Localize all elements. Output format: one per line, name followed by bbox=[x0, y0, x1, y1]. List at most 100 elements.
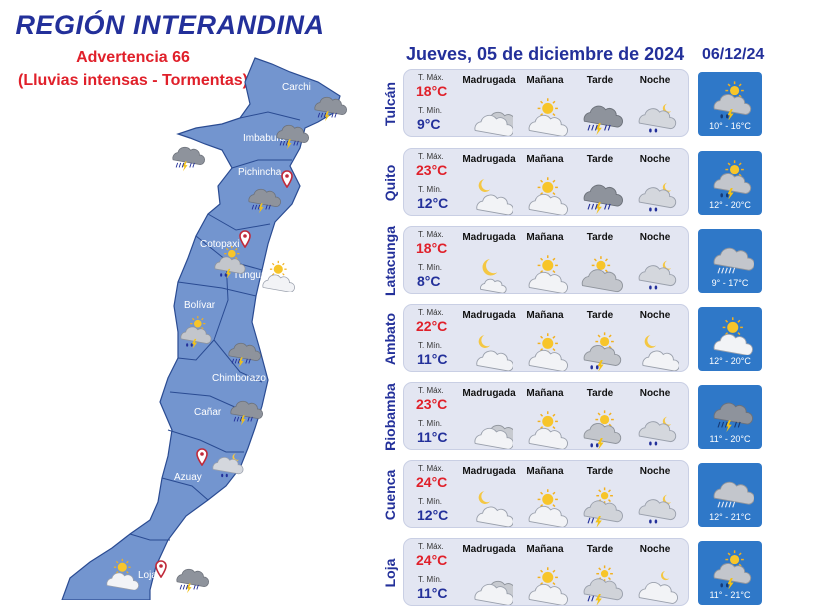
city-name: Loja bbox=[382, 558, 398, 588]
rain-cloud-icon bbox=[576, 559, 624, 610]
city-row-loja: Loja T. Máx. 24°C T. Mín. 11°C Madrugada Mañan… bbox=[376, 538, 825, 608]
tmin-label: T. Mín. bbox=[418, 497, 443, 506]
next-day-date: 06/12/24 bbox=[702, 46, 765, 63]
period-label: Noche bbox=[639, 466, 671, 477]
tmax-label: T. Máx. bbox=[418, 386, 444, 395]
tmin-value: 9°C bbox=[417, 116, 441, 132]
tmin-label: T. Mín. bbox=[418, 341, 443, 350]
rain-sun-icon bbox=[706, 74, 754, 125]
cloudy-night-icon bbox=[631, 559, 679, 610]
partly-cloudy-icon bbox=[521, 403, 569, 454]
storm-icon bbox=[576, 90, 624, 141]
city-row-riobamba: Riobamba T. Máx. 23°C T. Mín. 11°C Madrugada M… bbox=[376, 382, 825, 452]
period-label: Madrugada bbox=[462, 466, 516, 477]
next-day-range: 9° - 17°C bbox=[711, 278, 749, 288]
partly-cloudy-night-icon bbox=[465, 169, 514, 220]
province-bolivar: Bolívar bbox=[184, 300, 216, 311]
storm-icon bbox=[170, 556, 210, 599]
heavy-rain-icon bbox=[706, 231, 755, 282]
period-label: Mañana bbox=[526, 75, 564, 86]
city-row-quito: Quito T. Máx. 23°C T. Mín. 12°C Madrugada Maña… bbox=[376, 148, 825, 218]
city-row-cuenca: Cuenca T. Máx. 24°C T. Mín. 12°C Madrugada Mañ… bbox=[376, 460, 825, 530]
tmax-label: T. Máx. bbox=[418, 152, 444, 161]
tmin-value: 8°C bbox=[417, 273, 441, 289]
rain-sun-icon bbox=[576, 403, 624, 454]
period-label: Tarde bbox=[586, 310, 614, 321]
province-cotopaxi: Cotopaxi bbox=[200, 239, 240, 250]
city-label: Latacunga bbox=[376, 226, 404, 296]
storm-icon bbox=[166, 134, 206, 177]
partly-cloudy-icon bbox=[256, 254, 296, 297]
tmax-value: 24°C bbox=[416, 552, 448, 568]
advisory-detail: (Lluvias intensas - Tormentas) bbox=[18, 72, 248, 89]
location-pin-icon bbox=[196, 448, 208, 471]
period-label: Madrugada bbox=[462, 544, 516, 555]
tmax-value: 18°C bbox=[416, 83, 448, 99]
city-row-ambato: Ambato T. Máx. 22°C T. Mín. 11°C Madrugada Mañ… bbox=[376, 304, 825, 374]
advisory-number: Advertencia 66 bbox=[76, 49, 190, 66]
location-pin-icon bbox=[239, 230, 251, 253]
tmin-value: 11°C bbox=[417, 585, 448, 601]
next-day-range: 12° - 21°C bbox=[709, 512, 751, 522]
province-chimborazo: Chimborazo bbox=[212, 373, 266, 384]
tmax-value: 24°C bbox=[416, 474, 448, 490]
forecast-date: Jueves, 05 de diciembre de 2024 bbox=[406, 44, 685, 64]
period-label: Noche bbox=[639, 232, 671, 243]
tmin-label: T. Mín. bbox=[418, 106, 443, 115]
partly-cloudy-icon bbox=[521, 559, 569, 610]
period-label: Madrugada bbox=[462, 154, 516, 165]
period-label: Noche bbox=[639, 388, 671, 399]
period-label: Tarde bbox=[586, 154, 614, 165]
period-label: Mañana bbox=[526, 154, 564, 165]
next-day-box: 10° - 16°C bbox=[698, 72, 762, 136]
tmax-value: 18°C bbox=[416, 240, 448, 256]
tmin-value: 12°C bbox=[417, 507, 449, 523]
location-pin-icon bbox=[281, 170, 293, 193]
period-label: Tarde bbox=[586, 75, 614, 86]
rain-sun-icon bbox=[576, 325, 624, 376]
city-row-latacunga: Latacunga T. Máx. 18°C T. Mín. 8°C Madrugada M… bbox=[376, 226, 825, 296]
period-label: Madrugada bbox=[462, 232, 516, 243]
rain-sun-icon bbox=[174, 310, 214, 353]
period-label: Mañana bbox=[526, 232, 564, 243]
tmax-value: 23°C bbox=[416, 162, 448, 178]
city-name: Ambato bbox=[382, 312, 398, 366]
city-label: Loja bbox=[376, 538, 404, 608]
partly-cloudy-icon bbox=[521, 247, 569, 298]
city-label: Quito bbox=[376, 148, 404, 218]
storm-icon bbox=[242, 176, 282, 219]
partly-cloudy-icon bbox=[521, 325, 569, 376]
next-day-box: 12° - 20°C bbox=[698, 151, 762, 215]
next-day-range: 10° - 16°C bbox=[709, 121, 751, 131]
storm-icon bbox=[576, 169, 624, 220]
period-label: Mañana bbox=[526, 544, 564, 555]
next-day-box: 12° - 20°C bbox=[698, 307, 762, 371]
location-pin-icon bbox=[155, 560, 167, 583]
tmax-label: T. Máx. bbox=[418, 73, 444, 82]
period-label: Noche bbox=[639, 544, 671, 555]
province-canar: Cañar bbox=[194, 407, 222, 418]
next-day-box: 12° - 21°C bbox=[698, 463, 762, 527]
city-name: Tulcán bbox=[382, 81, 398, 127]
province-borders bbox=[129, 111, 301, 541]
rain-sun-icon bbox=[208, 240, 248, 283]
forecast-card: T. Máx. 24°C T. Mín. 11°C Madrugada Mañana Tar… bbox=[403, 538, 689, 606]
rain-night-icon bbox=[631, 403, 679, 454]
cloudy-icon bbox=[465, 403, 522, 454]
period-label: Mañana bbox=[526, 466, 564, 477]
tmin-value: 12°C bbox=[417, 195, 449, 211]
partly-cloudy-night-icon bbox=[465, 325, 514, 376]
partly-cloudy-night-icon bbox=[631, 325, 680, 376]
tmin-label: T. Mín. bbox=[418, 185, 443, 194]
period-label: Madrugada bbox=[462, 310, 516, 321]
tmax-value: 23°C bbox=[416, 396, 448, 412]
rain-night-icon bbox=[631, 90, 679, 141]
province-carchi: Carchi bbox=[282, 82, 311, 93]
partly-cloudy-icon bbox=[100, 552, 140, 595]
next-day-box: 11° - 21°C bbox=[698, 541, 762, 605]
partly-cloudy-night-icon bbox=[465, 481, 514, 532]
storm-icon bbox=[308, 84, 348, 127]
city-label: Ambato bbox=[376, 304, 404, 374]
period-label: Tarde bbox=[586, 388, 614, 399]
forecast-card: T. Máx. 18°C T. Mín. 9°C Madrugada Mañana Tard… bbox=[403, 69, 689, 137]
